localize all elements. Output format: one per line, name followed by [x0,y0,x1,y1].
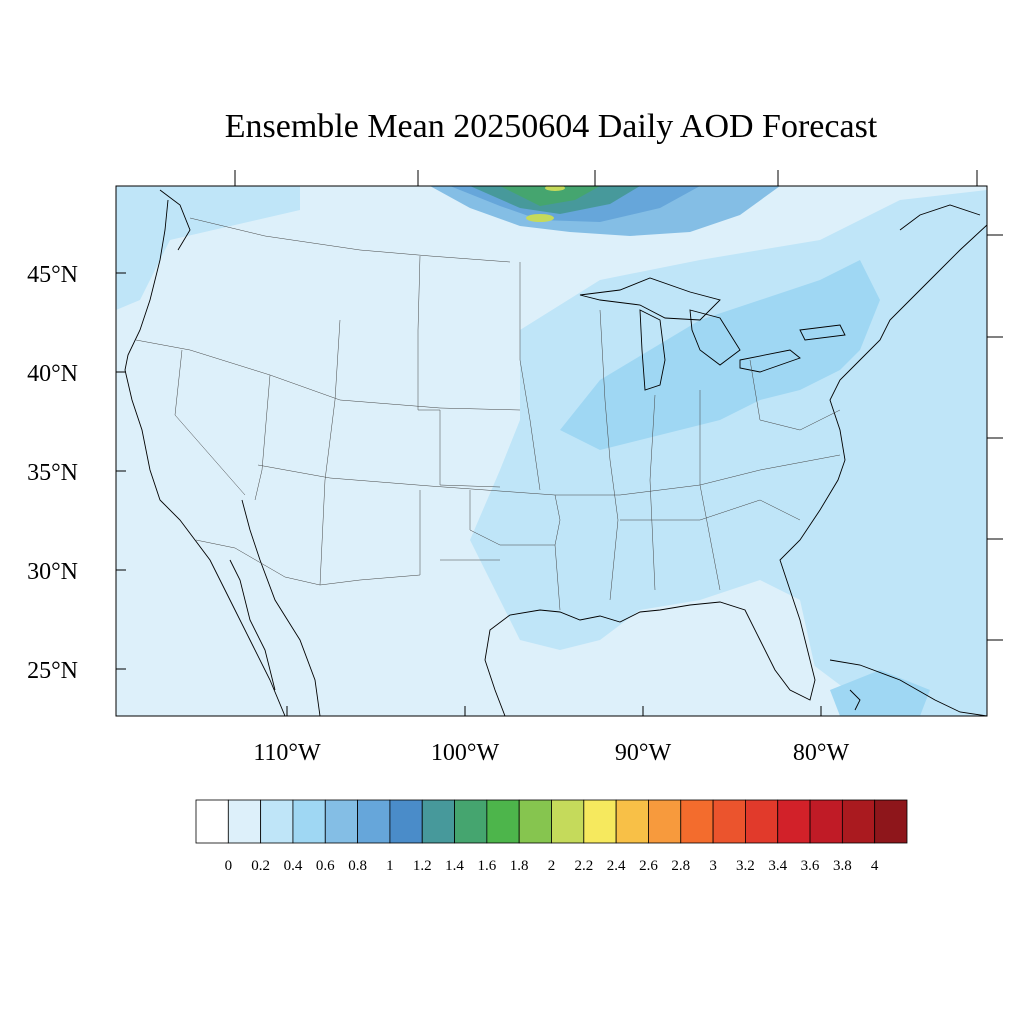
lat-label: 45°N [27,262,78,288]
coast-atlantic-gulf [484,224,987,716]
lat-label: 25°N [27,658,78,684]
coast-nova-scotia [899,204,981,231]
colorbar-box [712,799,746,844]
colorbar-box [648,799,682,844]
border-la-tx [554,544,561,611]
colorbar-box [841,799,876,844]
lon-label: 110°W [253,740,321,766]
border-ut-co [319,319,341,586]
ticks [116,170,1003,716]
aod-band-florida [700,580,820,716]
colorbar-label: 2.2 [574,858,593,874]
colorbar-label: 3.6 [801,858,820,874]
coast-cuba [829,659,987,716]
colorbar-label: 1.6 [477,858,496,874]
lat-label: 35°N [27,460,78,486]
lat-label: 30°N [27,559,78,585]
colorbar-label: 2.6 [639,858,658,874]
border-40n [135,339,521,411]
border-36n [257,454,841,496]
colorbar-box [292,799,326,844]
border-34n [620,499,801,521]
border-mn-ia [519,262,541,491]
border-northern-us [189,217,511,263]
colorbar-box [454,799,488,844]
colorbar-box [518,799,552,844]
colorbar-box [745,799,779,844]
coast-bahamas [849,689,861,711]
colorbar-box [324,799,358,844]
colorbar-box [615,799,649,844]
colorbar-box [583,799,617,844]
lon-label: 90°W [615,740,672,766]
border-al-ms [649,394,656,591]
colorbar-box [227,799,262,844]
lake-ontario [799,324,846,341]
border-nm-tx [195,490,421,586]
border-nevada-ca [174,349,246,496]
lake-michigan [639,309,666,391]
border-nv-ut [254,374,271,501]
lake-huron [689,309,741,366]
colorbar-box [195,799,229,844]
colorbar-label: 4 [871,858,879,874]
colorbar-label: 0.4 [284,858,303,874]
colorbar-box [809,799,843,844]
border-ne-ks [417,255,501,488]
lake-superior [579,277,721,321]
aod-band-bahamas [830,670,930,716]
colorbar-box [389,799,423,844]
colorbar-box [551,799,585,844]
colorbar-label: 0.6 [316,858,335,874]
colorbar-label: 1.4 [445,858,464,874]
plot-frame [115,185,988,717]
colorbar-label: 1.2 [413,858,432,874]
border-mississippi [599,309,619,601]
colorbar-label: 2 [548,858,556,874]
aod-band-greatlakes [560,260,880,450]
map-title: Ensemble Mean 20250604 Daily AOD Forecas… [224,108,878,145]
lat-labels: 45°N 40°N 35°N 30°N 25°N [27,262,78,684]
coastlines [124,189,987,716]
colorbar-label: 3 [709,858,717,874]
coast-sonora [241,499,321,716]
coast-bc [159,189,191,251]
colorbar-box [777,799,811,844]
lon-label: 80°W [793,740,850,766]
colorbar-label: 3.4 [768,858,787,874]
lat-label: 40°N [27,361,78,387]
colorbar-label: 0 [225,858,233,874]
colorbar-label: 1.8 [510,858,529,874]
colorbar-label: 1 [386,858,394,874]
coast-pacific [124,199,286,716]
border-ok-tx [469,490,561,546]
aod-band-northwest [116,186,300,310]
colorbar-box [486,799,520,844]
aod-plume-peak-north [545,186,565,191]
colorbar-box [421,799,455,844]
border-ga-al [699,390,721,591]
colorbar-label: 2.8 [671,858,690,874]
aod-field [116,186,987,716]
coast-baja [229,559,276,691]
colorbar: 0 0.2 0.4 0.6 0.8 1 1.2 1.4 1.6 1.8 2 2.2 2.4 2.6 2.8 3… [195,799,908,874]
colorbar-label: 0.8 [348,858,367,874]
colorbar-box [874,799,908,844]
lake-erie [739,349,801,373]
colorbar-label: 2.4 [607,858,626,874]
colorbar-box [680,799,714,844]
colorbar-label: 3.8 [833,858,852,874]
colorbar-box [357,799,391,844]
colorbar-box [260,799,294,844]
colorbar-label: 3.2 [736,858,755,874]
lon-labels: 110°W 100°W 90°W 80°W [253,740,849,766]
colorbar-label: 0.2 [251,858,270,874]
border-va [749,359,841,431]
lon-label: 100°W [431,740,500,766]
aod-plume-core [500,186,600,206]
state-borders [135,217,841,611]
aod-plume-peak [526,214,554,222]
